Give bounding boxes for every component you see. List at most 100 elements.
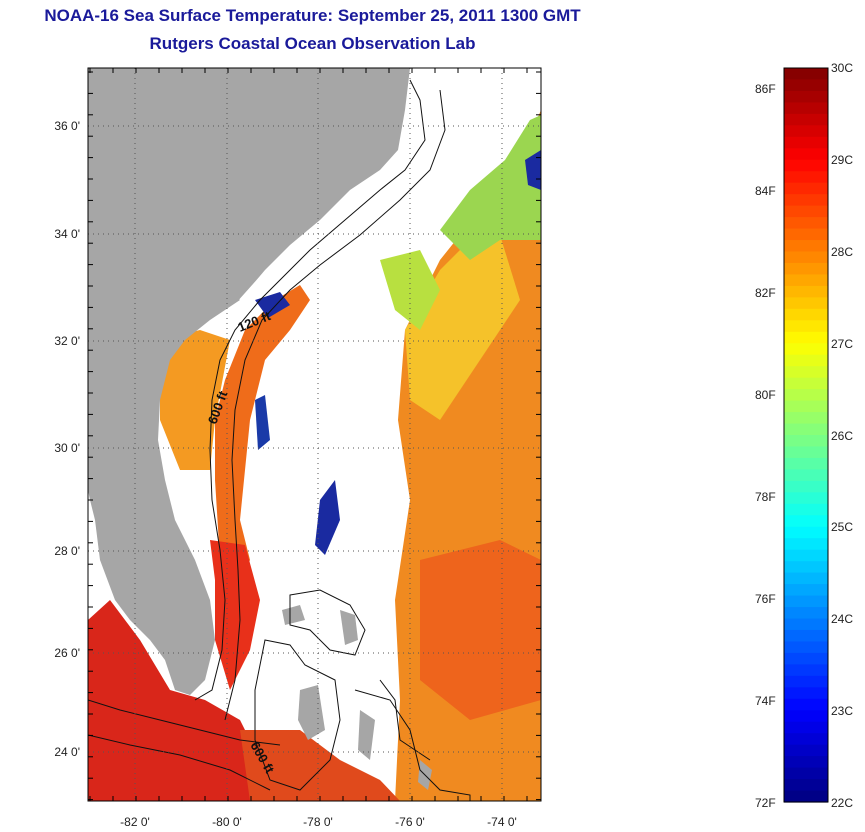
colorbar-band [784, 205, 828, 218]
colorbar-f-label: 76F [755, 592, 776, 606]
colorbar-band [784, 400, 828, 413]
colorbar-band [784, 217, 828, 230]
colorbar-band [784, 320, 828, 333]
colorbar-band [784, 503, 828, 516]
colorbar-band [784, 561, 828, 574]
sst-cold-patch-mid [255, 395, 270, 450]
lat-tick-label: 24 0' [54, 745, 80, 759]
colorbar-band [784, 710, 828, 723]
lon-tick-label: -82 0' [120, 815, 150, 829]
lon-tick-label: -74 0' [487, 815, 517, 829]
colorbar-band [784, 262, 828, 276]
colorbar-band [784, 423, 828, 436]
colorbar-band [784, 515, 828, 528]
colorbar-band [784, 331, 828, 344]
axis-ticks [88, 68, 541, 801]
lon-tick-label: -76 0' [395, 815, 425, 829]
lon-tick-label: -78 0' [303, 815, 333, 829]
lat-tick-label: 26 0' [54, 646, 80, 660]
colorbar-band [784, 251, 828, 264]
colorbar-band [784, 538, 828, 551]
colorbar-band [784, 790, 828, 803]
colorbar-band [784, 664, 828, 677]
map-content [88, 68, 541, 801]
lat-tick-label: 32 0' [54, 334, 80, 348]
land-bahamas-abaco [340, 610, 358, 645]
colorbar-c-label: 30C [831, 61, 854, 75]
colorbar-band [784, 733, 828, 746]
lat-tick-label: 30 0' [54, 441, 80, 455]
colorbar-f-label: 80F [755, 388, 776, 402]
sst-gulf-stream-band [215, 285, 310, 600]
colorbar-band [784, 159, 828, 172]
colorbar-c-label: 23C [831, 704, 854, 718]
map-title: NOAA-16 Sea Surface Temperature: Septemb… [44, 6, 581, 25]
sst-northeast-green-patch [440, 115, 541, 260]
colorbar-band [784, 446, 828, 459]
colorbar-band [784, 79, 828, 92]
colorbar-c-label: 25C [831, 520, 854, 534]
colorbar-gradient [784, 68, 828, 803]
colorbar-band [784, 102, 828, 115]
colorbar-band [784, 136, 828, 149]
colorbar-band [784, 354, 828, 367]
colorbar-c-label: 27C [831, 337, 854, 351]
colorbar-band [784, 744, 828, 757]
colorbar-band [784, 171, 828, 184]
colorbar-band [784, 366, 828, 379]
sst-southeast-pool [420, 540, 541, 720]
colorbar-band [784, 343, 828, 356]
colorbar-band [784, 389, 828, 402]
colorbar-band [784, 767, 828, 780]
colorbar-band [784, 492, 828, 505]
lon-axis: -82 0' -80 0' -78 0' -76 0' -74 0' [120, 815, 517, 829]
colorbar-f-label: 74F [755, 694, 776, 708]
colorbar-band [784, 698, 828, 711]
colorbar-band [784, 308, 828, 321]
colorbar-f-label: 84F [755, 184, 776, 198]
sst-mid-green-patch [380, 250, 440, 330]
colorbar-band [784, 721, 828, 734]
colorbar [783, 67, 829, 803]
colorbar-band [784, 194, 828, 207]
land-bahamas-exuma [358, 710, 375, 760]
sst-cold-patch-ne [525, 150, 541, 190]
colorbar-band [784, 572, 828, 585]
sst-cold-patch-east [315, 480, 340, 555]
colorbar-band [784, 549, 828, 562]
lat-tick-label: 34 0' [54, 227, 80, 241]
colorbar-band [784, 435, 828, 448]
colorbar-band [784, 240, 828, 253]
colorbar-band [784, 652, 828, 665]
lon-tick-label: -80 0' [212, 815, 242, 829]
colorbar-c-label: 26C [831, 429, 854, 443]
colorbar-band [784, 285, 828, 298]
map-grid [88, 68, 541, 801]
coastline-highlight [239, 245, 293, 301]
colorbar-c-label: 22C [831, 796, 854, 810]
colorbar-band [784, 526, 828, 539]
colorbar-f-label: 82F [755, 286, 776, 300]
lat-axis: 36 0' 34 0' 32 0' 30 0' 28 0' 26 0' 24 0… [54, 119, 80, 759]
colorbar-c-label: 28C [831, 245, 854, 259]
isobath-contours [88, 79, 471, 801]
colorbar-band [784, 457, 828, 471]
colorbar-band [784, 297, 828, 310]
colorbar-band [784, 584, 828, 597]
colorbar-band [784, 595, 828, 608]
colorbar-c-label: 24C [831, 612, 854, 626]
sst-shelf-warm-area [160, 330, 230, 470]
colorbar-f-label: 72F [755, 796, 776, 810]
colorbar-band [784, 756, 828, 769]
colorbar-band [784, 377, 828, 390]
colorbar-band [784, 90, 828, 104]
colorbar-band [784, 68, 828, 81]
colorbar-band [784, 274, 828, 287]
colorbar-band [784, 412, 828, 425]
colorbar-band [784, 629, 828, 643]
colorbar-frame [783, 67, 829, 803]
colorbar-band [784, 125, 828, 138]
colorbar-band [784, 113, 828, 126]
sst-cold-patch-north [255, 292, 290, 318]
